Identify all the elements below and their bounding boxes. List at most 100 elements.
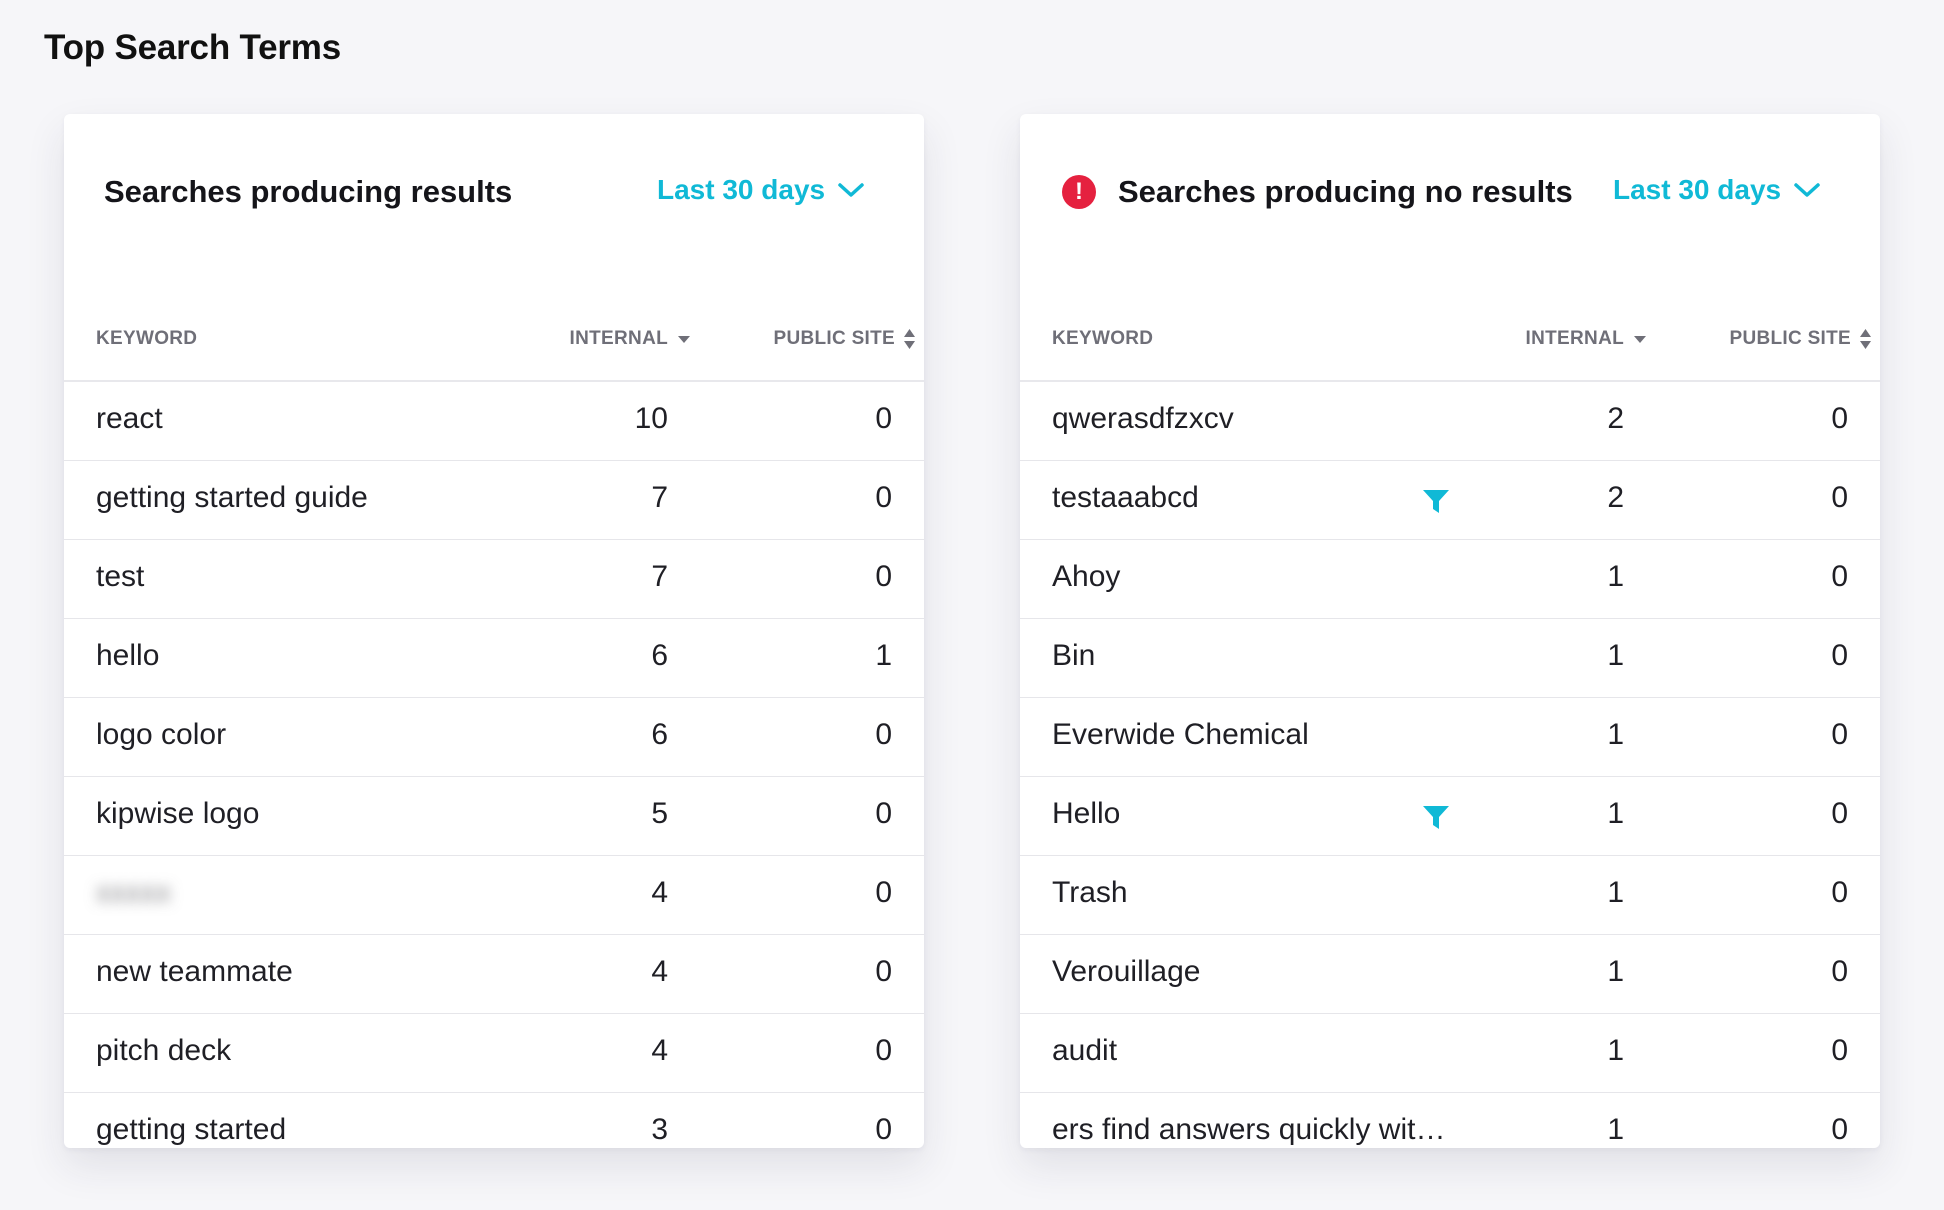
keyword-cell: pitch deck	[96, 1034, 232, 1067]
card-header: ! Searches producing no results Last 30 …	[1020, 114, 1880, 314]
column-keyword: KEYWORD	[96, 328, 197, 350]
keyword-cell: Trash	[1052, 876, 1128, 909]
public-site-count: 0	[875, 1034, 892, 1067]
internal-count: 3	[651, 1113, 668, 1146]
table-row[interactable]: Ahoy 1 0	[1020, 540, 1880, 619]
table-row[interactable]: hello 6 1	[64, 619, 924, 698]
filter-icon[interactable]	[1422, 489, 1450, 515]
keyword-cell: Bin	[1052, 639, 1096, 672]
page-title: Top Search Terms	[44, 28, 341, 67]
period-dropdown[interactable]: Last 30 days	[657, 174, 865, 206]
public-site-count: 0	[875, 955, 892, 988]
table-row[interactable]: getting started guide 7 0	[64, 461, 924, 540]
internal-count: 1	[1607, 1034, 1624, 1067]
public-site-count: 1	[875, 639, 892, 672]
redacted-keyword: xxxxx	[96, 876, 171, 909]
sort-icon	[1860, 329, 1871, 349]
column-keyword-label: KEYWORD	[1052, 328, 1154, 349]
internal-count: 1	[1607, 639, 1624, 672]
period-dropdown[interactable]: Last 30 days	[1613, 174, 1821, 206]
internal-count: 4	[651, 955, 668, 988]
public-site-count: 0	[1831, 718, 1848, 751]
internal-count: 1	[1607, 797, 1624, 830]
results-card: Searches producing results Last 30 days …	[64, 114, 924, 1148]
keyword-cell: getting started	[96, 1113, 287, 1146]
public-site-count: 0	[875, 560, 892, 593]
internal-count: 7	[651, 481, 668, 514]
keyword-cell: getting started guide	[96, 481, 368, 514]
public-site-count: 0	[1831, 797, 1848, 830]
table-row[interactable]: getting started 3 0	[64, 1093, 924, 1148]
keyword-cell: xxxxx	[96, 876, 171, 910]
internal-count: 1	[1607, 560, 1624, 593]
internal-count: 6	[651, 718, 668, 751]
column-public-site[interactable]: PUBLIC SITE	[773, 328, 916, 350]
table-row[interactable]: Trash 1 0	[1020, 856, 1880, 935]
internal-count: 6	[651, 639, 668, 672]
period-label: Last 30 days	[1613, 174, 1782, 205]
public-site-count: 0	[1831, 560, 1848, 593]
internal-count: 1	[1607, 876, 1624, 909]
card-title: Searches producing results	[104, 174, 512, 210]
keyword-cell: qwerasdfzxcv	[1052, 402, 1234, 435]
table-body: qwerasdfzxcv 2 0 testaaabcd 2 0 Ahoy 1 0 Bin 1 0 Eve…	[1020, 382, 1880, 1148]
table-row[interactable]: pitch deck 4 0	[64, 1014, 924, 1093]
table-row[interactable]: kipwise logo 5 0	[64, 777, 924, 856]
table-row[interactable]: testaaabcd 2 0	[1020, 461, 1880, 540]
public-site-count: 0	[1831, 639, 1848, 672]
public-site-count: 0	[875, 797, 892, 830]
table-row[interactable]: test 7 0	[64, 540, 924, 619]
public-site-count: 0	[1831, 876, 1848, 909]
public-site-count: 0	[1831, 1034, 1848, 1067]
table-row[interactable]: logo color 6 0	[64, 698, 924, 777]
column-internal-label: INTERNAL	[1525, 328, 1624, 349]
filter-icon[interactable]	[1422, 805, 1450, 831]
public-site-count: 0	[875, 1113, 892, 1146]
card-header: Searches producing results Last 30 days	[64, 114, 924, 314]
internal-count: 5	[651, 797, 668, 830]
internal-count: 4	[651, 876, 668, 909]
table-row[interactable]: Verouillage 1 0	[1020, 935, 1880, 1014]
table-header: KEYWORD INTERNAL PUBLIC SITE	[1020, 300, 1880, 382]
sort-icon	[904, 329, 915, 349]
public-site-count: 0	[1831, 402, 1848, 435]
table-row[interactable]: Bin 1 0	[1020, 619, 1880, 698]
public-site-count: 0	[1831, 481, 1848, 514]
keyword-cell: Ahoy	[1052, 560, 1121, 593]
internal-count: 1	[1607, 955, 1624, 988]
period-label: Last 30 days	[657, 174, 826, 205]
table-body: react 10 0 getting started guide 7 0 test 7 0 hel…	[64, 382, 924, 1148]
public-site-count: 0	[875, 876, 892, 909]
table-row[interactable]: xxxxx 4 0	[64, 856, 924, 935]
column-internal-label: INTERNAL	[569, 328, 668, 349]
keyword-cell: hello	[96, 639, 160, 672]
public-site-count: 0	[1831, 1113, 1848, 1146]
table-row[interactable]: audit 1 0	[1020, 1014, 1880, 1093]
public-site-count: 0	[875, 402, 892, 435]
no-results-card: ! Searches producing no results Last 30 …	[1020, 114, 1880, 1148]
internal-count: 7	[651, 560, 668, 593]
column-public-site[interactable]: PUBLIC SITE	[1729, 328, 1872, 350]
table-row[interactable]: react 10 0	[64, 382, 924, 461]
internal-count: 4	[651, 1034, 668, 1067]
table-row[interactable]: Everwide Chemical 1 0	[1020, 698, 1880, 777]
table-row[interactable]: Hello 1 0	[1020, 777, 1880, 856]
column-internal[interactable]: INTERNAL	[1526, 328, 1646, 350]
column-internal[interactable]: INTERNAL	[570, 328, 690, 350]
keyword-cell: react	[96, 402, 163, 435]
keyword-cell: ers find answers quickly wit…	[1052, 1113, 1446, 1146]
table-row[interactable]: qwerasdfzxcv 2 0	[1020, 382, 1880, 461]
keyword-cell: new teammate	[96, 955, 293, 988]
keyword-cell: test	[96, 560, 145, 593]
internal-count: 1	[1607, 718, 1624, 751]
column-keyword-label: KEYWORD	[96, 328, 198, 349]
table-row[interactable]: ers find answers quickly wit… 1 0	[1020, 1093, 1880, 1148]
card-title-text: Searches producing no results	[1118, 174, 1573, 209]
internal-count: 2	[1607, 481, 1624, 514]
keyword-cell: logo color	[96, 718, 227, 751]
column-keyword: KEYWORD	[1052, 328, 1153, 350]
keyword-cell: Verouillage	[1052, 955, 1201, 988]
sort-desc-icon	[678, 336, 690, 343]
keyword-cell: testaaabcd	[1052, 481, 1199, 514]
table-row[interactable]: new teammate 4 0	[64, 935, 924, 1014]
